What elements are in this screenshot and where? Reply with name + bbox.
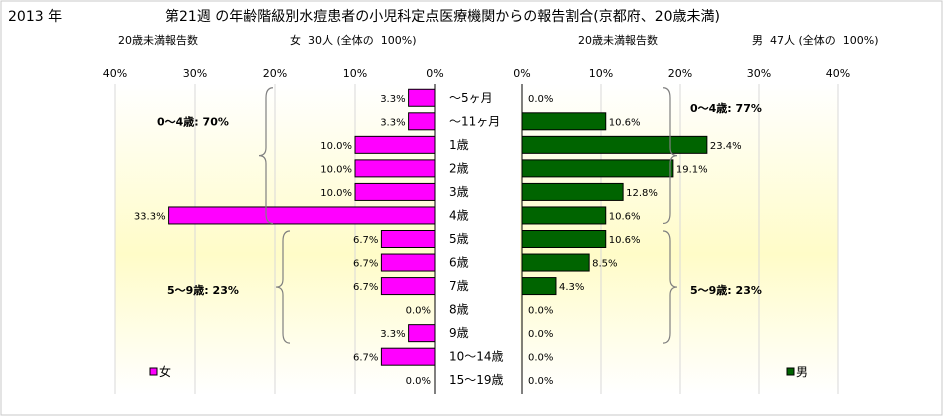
category-label: ～5ヶ月 bbox=[449, 91, 493, 105]
male-data-label: 0.0% bbox=[528, 306, 553, 317]
male-data-label: 19.1% bbox=[676, 164, 708, 175]
male-bar bbox=[521, 206, 607, 225]
female-bar bbox=[380, 253, 436, 272]
female-0-4-annotation: 0～4歳: 70% bbox=[157, 114, 229, 128]
male-0-4-annotation: 0～4歳: 77% bbox=[690, 101, 762, 115]
female-data-label: 0.0% bbox=[406, 376, 431, 387]
male-0-4-brace bbox=[662, 87, 678, 225]
male-x-tick-label: 0% bbox=[513, 67, 530, 80]
female-data-label: 3.3% bbox=[380, 329, 405, 340]
female-x-tick-label: 0% bbox=[426, 67, 443, 80]
female-x-tick-label: 20% bbox=[263, 67, 287, 80]
male-bar bbox=[521, 135, 708, 154]
female-bar bbox=[354, 159, 436, 178]
female-data-label: 3.3% bbox=[380, 94, 405, 105]
female-data-label: 33.3% bbox=[134, 211, 166, 222]
male-bar bbox=[521, 182, 624, 201]
page-year: 2013 年 bbox=[8, 9, 63, 25]
female-x-tick-label: 30% bbox=[183, 67, 207, 80]
female-bar bbox=[380, 230, 436, 248]
male-data-label: 0.0% bbox=[528, 94, 553, 105]
category-label: 7歳 bbox=[449, 279, 469, 293]
female-bar bbox=[354, 182, 436, 201]
male-data-label: 12.8% bbox=[626, 188, 658, 199]
male-bar bbox=[521, 159, 674, 178]
female-bar bbox=[354, 135, 436, 154]
male-bar bbox=[521, 253, 590, 272]
female-data-label: 10.0% bbox=[320, 188, 352, 199]
female-data-label: 0.0% bbox=[406, 306, 431, 317]
male-x-tick-label: 10% bbox=[589, 67, 613, 80]
female-bar bbox=[408, 324, 436, 343]
female-0-4-brace bbox=[258, 87, 274, 225]
male-5-9-brace bbox=[662, 230, 678, 344]
category-label: 6歳 bbox=[449, 256, 469, 270]
female-5-9-annotation: 5～9歳: 23% bbox=[167, 283, 239, 297]
female-bar bbox=[380, 277, 436, 296]
male-data-label: 0.0% bbox=[528, 353, 553, 364]
category-label: 15～19歳 bbox=[449, 373, 504, 387]
category-label: ～11ヶ月 bbox=[449, 114, 500, 128]
female-legend-swatch bbox=[149, 367, 158, 376]
female-data-label: 6.7% bbox=[353, 259, 378, 270]
male-data-label: 0.0% bbox=[528, 376, 553, 387]
female-bar bbox=[408, 112, 436, 131]
female-data-label: 6.7% bbox=[353, 235, 378, 246]
female-count-label: 20歳未満報告数 bbox=[118, 34, 198, 47]
category-label: 9歳 bbox=[449, 326, 469, 340]
female-data-label: 6.7% bbox=[353, 282, 378, 293]
male-legend-label: 男 bbox=[796, 365, 808, 379]
category-label: 4歳 bbox=[449, 208, 469, 222]
male-data-label: 23.4% bbox=[710, 141, 742, 152]
female-bar bbox=[380, 347, 436, 366]
male-bar bbox=[521, 230, 607, 248]
male-legend-swatch bbox=[786, 367, 795, 376]
female-data-label: 10.0% bbox=[320, 141, 352, 152]
male-data-label: 0.0% bbox=[528, 329, 553, 340]
male-data-label: 10.6% bbox=[609, 235, 641, 246]
male-5-9-annotation: 5～9歳: 23% bbox=[690, 283, 762, 297]
female-5-9-brace bbox=[275, 230, 291, 344]
female-bar bbox=[408, 88, 436, 107]
page-title: 第21週 の年齢階級別水痘患者の小児科定点医療機関からの報告割合(京都府、20歳… bbox=[165, 9, 721, 25]
male-bar bbox=[521, 277, 557, 296]
female-data-label: 3.3% bbox=[380, 117, 405, 128]
male-data-label: 4.3% bbox=[559, 282, 584, 293]
male-data-label: 10.6% bbox=[609, 211, 641, 222]
male-data-label: 10.6% bbox=[609, 117, 641, 128]
male-x-tick-label: 40% bbox=[826, 67, 850, 80]
male-data-label: 8.5% bbox=[592, 259, 617, 270]
female-data-label: 6.7% bbox=[353, 353, 378, 364]
category-label: 10～14歳 bbox=[449, 350, 504, 364]
category-label: 5歳 bbox=[449, 232, 469, 246]
female-legend-label: 女 bbox=[159, 364, 171, 379]
male-x-tick-label: 20% bbox=[668, 67, 692, 80]
category-label: 2歳 bbox=[449, 161, 469, 175]
female-data-label: 10.0% bbox=[320, 164, 352, 175]
female-x-tick-label: 40% bbox=[103, 67, 127, 80]
category-label: 1歳 bbox=[449, 138, 469, 152]
male-bar bbox=[521, 112, 607, 131]
female-count-info: 女 30人 (全体の 100%) bbox=[290, 34, 417, 47]
male-count-info: 男 47人 (全体の 100%) bbox=[752, 34, 879, 47]
female-bar bbox=[168, 206, 436, 225]
female-x-tick-label: 10% bbox=[343, 67, 367, 80]
category-label: 3歳 bbox=[449, 185, 469, 199]
male-x-tick-label: 30% bbox=[747, 67, 771, 80]
category-label: 8歳 bbox=[449, 303, 469, 317]
male-count-label: 20歳未満報告数 bbox=[578, 34, 658, 47]
